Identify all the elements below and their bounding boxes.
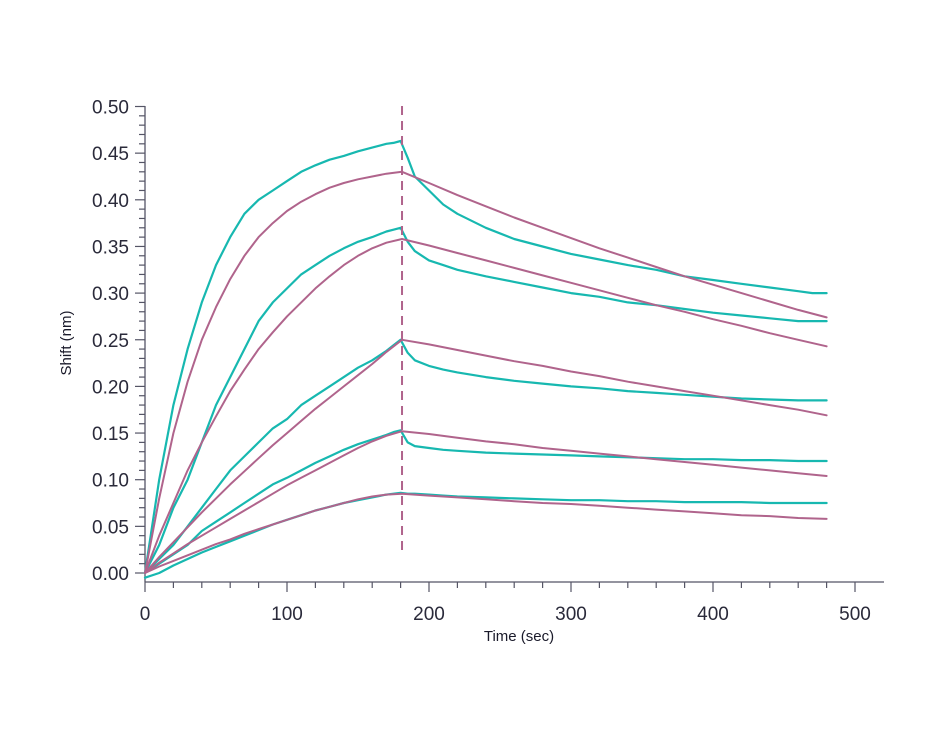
y-axis-ticks xyxy=(135,105,145,574)
x-tick-label: 100 xyxy=(271,604,303,625)
x-axis-ticks xyxy=(144,582,856,592)
measured-trace-5 xyxy=(143,491,828,579)
x-axis-tick-labels: 0 100 200 300 400 500 xyxy=(140,604,871,625)
y-axis-tick-labels: 0.00 0.05 0.10 0.15 0.20 0.25 0.30 0.35 0.40 0.45… xyxy=(92,98,129,586)
x-tick-label: 0 xyxy=(140,604,151,625)
y-tick-label: 0.10 xyxy=(92,471,129,492)
fit-curve-5 xyxy=(144,492,828,574)
measured-trace-2 xyxy=(143,226,828,575)
y-tick-label: 0.45 xyxy=(92,144,129,165)
y-tick-label: 0.40 xyxy=(92,191,129,212)
y-tick-label: 0.05 xyxy=(92,517,129,538)
y-tick-label: 0.15 xyxy=(92,424,129,445)
fit-curve-3 xyxy=(144,338,828,574)
y-tick-label: 0.00 xyxy=(92,564,129,585)
x-axis-title: Time (sec) xyxy=(484,628,554,645)
series-layer xyxy=(143,139,828,579)
fit-curve-2 xyxy=(144,238,828,574)
measured-trace-4 xyxy=(143,429,828,575)
fit-curve-1 xyxy=(144,170,828,574)
x-tick-label: 200 xyxy=(413,604,445,625)
measured-trace-3 xyxy=(143,338,828,575)
y-tick-label: 0.35 xyxy=(92,237,129,258)
x-tick-label: 500 xyxy=(839,604,871,625)
y-tick-label: 0.20 xyxy=(92,377,129,398)
y-tick-label: 0.25 xyxy=(92,331,129,352)
y-axis-title: Shift (nm) xyxy=(58,310,75,375)
x-tick-label: 300 xyxy=(555,604,587,625)
x-tick-label: 400 xyxy=(697,604,729,625)
chart-axes: 0 100 200 300 400 500 0.00 0.05 0.10 0.15 0.20 0.2… xyxy=(92,98,884,625)
y-tick-label: 0.30 xyxy=(92,284,129,305)
y-tick-label: 0.50 xyxy=(92,98,129,119)
fit-curve-4 xyxy=(144,430,828,574)
